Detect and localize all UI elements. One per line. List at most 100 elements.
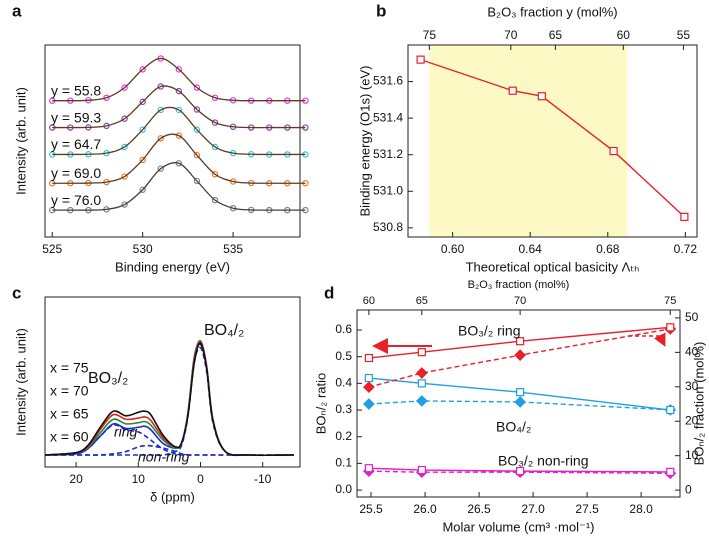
- panel: c 20 10 0 -10 δ (ppm) Intensity (arb. unit) non…: [12, 283, 301, 504]
- marker: [193, 126, 201, 133]
- x-tick-label: 0: [197, 472, 204, 486]
- marker: [508, 86, 517, 95]
- highlight-band: [429, 45, 628, 237]
- series-label: y = 55.8: [51, 82, 101, 98]
- marker: [211, 196, 219, 204]
- series-label: x = 70: [50, 383, 89, 399]
- y-tick-label: 531.0: [373, 183, 403, 197]
- x-tick-label: 26.0: [413, 502, 437, 516]
- x-axis-label: Theoretical optical basicity Λₜₕ: [466, 259, 640, 274]
- marker: [415, 367, 428, 379]
- y-tick-label: 0.4: [335, 376, 352, 390]
- series-line: [368, 470, 671, 474]
- x-tick-label: 10: [132, 472, 146, 486]
- marker: [666, 323, 675, 332]
- y-axis-label: Intensity (arb. unit): [13, 328, 28, 436]
- marker: [364, 373, 373, 383]
- series-label: y = 76.0: [51, 192, 101, 208]
- x-tick-label: 525: [42, 242, 62, 256]
- series-label: y = 69.0: [51, 165, 101, 181]
- x-tick-label: 27.0: [521, 502, 545, 516]
- x2-axis-label: B₂O₃ fraction (mol%): [468, 279, 570, 291]
- series-label: y = 59.3: [51, 109, 101, 125]
- x-axis-label: δ (ppm): [150, 489, 195, 504]
- series-line: [368, 400, 671, 411]
- x-tick-label: 0.64: [519, 242, 543, 256]
- marker: [211, 119, 219, 126]
- marker: [416, 55, 425, 64]
- marker: [103, 94, 110, 102]
- marker: [211, 94, 219, 102]
- y-tick-label: 0.0: [335, 482, 352, 496]
- marker: [415, 395, 428, 407]
- y-tick-label: 0.2: [335, 429, 352, 443]
- marker: [514, 396, 526, 408]
- panel: d 25.5 26.0 26.5 27.0 27.5 28.0 0.0 0.1 0.2 0.3 0.4…: [313, 279, 706, 535]
- marker: [537, 92, 546, 101]
- marker: [157, 165, 164, 172]
- x-tick-label: 0.68: [596, 242, 620, 256]
- y2-tick-label: 20: [685, 413, 699, 427]
- x2-tick-label: 65: [549, 28, 563, 42]
- marker: [139, 186, 146, 193]
- panel-label: c: [12, 283, 21, 302]
- marker: [666, 467, 675, 477]
- marker: [609, 146, 618, 156]
- marker: [193, 152, 201, 159]
- marker: [139, 126, 146, 133]
- series-line: [368, 467, 671, 473]
- marker: [364, 464, 373, 473]
- marker: [363, 398, 375, 410]
- y-axis-label: BOₙ/₂ ratio: [313, 373, 328, 435]
- marker: [417, 348, 426, 357]
- y2-tick-label: 0: [685, 482, 692, 496]
- series-label: x = 65: [50, 406, 89, 422]
- marker: [139, 98, 146, 106]
- y-axis-label: Intensity (arb. unit): [13, 87, 28, 195]
- marker: [417, 379, 426, 388]
- y-tick-label: 531.6: [373, 74, 403, 88]
- marker: [157, 135, 164, 142]
- x-axis-label: Molar volume (cm³ ·mol⁻¹): [442, 519, 594, 534]
- y2-tick-label: 10: [685, 448, 699, 462]
- panel-label: b: [376, 1, 386, 20]
- annotation: BO₃/₂ non-ring: [498, 453, 589, 469]
- y-tick-label: 0.5: [335, 349, 352, 363]
- marker: [516, 388, 525, 397]
- marker: [514, 349, 526, 361]
- marker: [175, 106, 183, 114]
- marker: [121, 201, 128, 208]
- y2-axis-label: BOₙ/₂ fraction (mol%): [691, 342, 706, 466]
- y-tick-label: 530.8: [373, 220, 403, 234]
- x2-tick-label: 75: [664, 295, 676, 307]
- arrow: [628, 332, 666, 347]
- marker: [680, 212, 689, 221]
- series-line: [368, 326, 671, 359]
- x-tick-label: 535: [223, 242, 243, 256]
- y-tick-label: 0.6: [335, 322, 352, 336]
- y-tick-label: 531.2: [373, 147, 403, 161]
- x2-tick-label: 60: [363, 295, 375, 307]
- x-tick-label: 25.5: [359, 502, 383, 516]
- series-label: ring: [114, 424, 138, 440]
- marker: [175, 87, 183, 95]
- panel: a 525 530 535 Binding energy (eV) Intensity (…: [12, 1, 309, 274]
- fit-line: [52, 161, 306, 211]
- x-axis-label: Binding energy (eV): [115, 259, 230, 274]
- x2-tick-label: 60: [617, 28, 631, 42]
- x-tick-label: -10: [254, 472, 272, 486]
- panel: b 0.60 0.64 0.68 0.72 530.8 531.0 531.2 531.4 531…: [357, 1, 698, 274]
- series-label: x = 60: [50, 429, 89, 445]
- fit-line: [52, 85, 306, 129]
- panel-label: d: [324, 283, 334, 302]
- marker: [121, 115, 128, 122]
- marker: [516, 467, 525, 476]
- marker: [121, 84, 128, 91]
- y2-tick-label: 40: [685, 345, 699, 359]
- plot-frame: [356, 309, 681, 498]
- marker: [139, 156, 146, 164]
- panel-label: a: [12, 1, 22, 20]
- x2-tick-label: 70: [504, 28, 518, 42]
- fit-line: [52, 57, 306, 102]
